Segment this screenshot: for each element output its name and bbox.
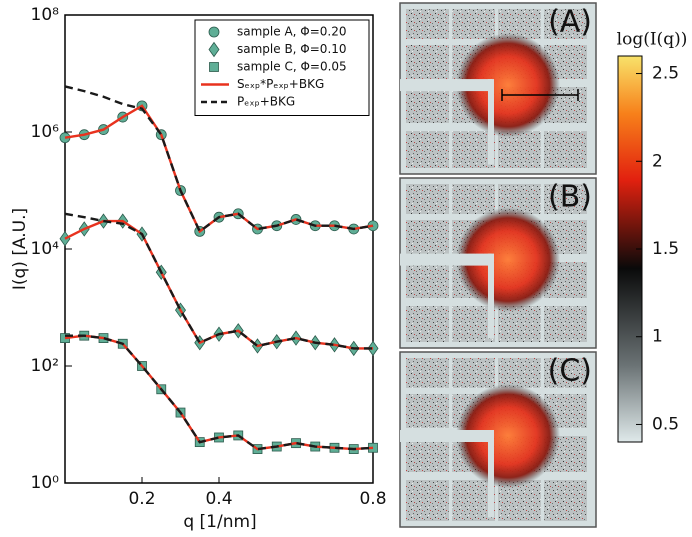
- legend: sample A, Φ=0.20 sample B, Φ=0.10 sample C…: [194, 19, 370, 116]
- detector-tile: [452, 184, 495, 214]
- scattering-ring: [456, 384, 560, 488]
- detector-tile: [544, 480, 587, 521]
- colorbar-label: log(I(q)): [617, 30, 688, 50]
- legend-frame: [194, 19, 370, 116]
- detector-tile: [452, 480, 495, 521]
- detector-tile: [406, 394, 449, 428]
- x-tick-label: 0.8: [359, 489, 386, 509]
- beam-stop: [488, 430, 494, 518]
- colorbar-tick-label: 1.5: [652, 239, 679, 259]
- marker: [208, 41, 220, 58]
- colorbar-tick-label: 2.5: [652, 64, 679, 84]
- legend-label: Sₑₓₚ*Pₑₓₚ+BKG: [237, 77, 324, 91]
- colorbar-tick-label: 2: [652, 151, 663, 171]
- scattering-ring: [456, 207, 560, 312]
- x-axis-label: q [1/nm]: [183, 512, 256, 532]
- fit-line: [64, 85, 374, 234]
- beam-stop: [400, 430, 492, 442]
- detector-images: (A) (B) (C): [399, 2, 597, 528]
- legend-label: sample A, Φ=0.20: [237, 25, 347, 39]
- y-tick-label: 10⁰: [31, 473, 60, 493]
- detector-tile: [544, 184, 587, 214]
- detector-tile: [406, 358, 449, 388]
- detector-tile: [452, 9, 495, 39]
- legend-label: sample C, Φ=0.05: [237, 60, 347, 74]
- detector-tile: [406, 184, 449, 214]
- detector-tile: [544, 306, 587, 342]
- detector-tile: [452, 358, 495, 388]
- colorbar-tick-label: 1: [652, 327, 663, 347]
- detector-tile: [452, 131, 495, 168]
- colorbar-tick-label: 0.5: [652, 414, 679, 434]
- detector-tile: [406, 9, 449, 39]
- detector-tile: [406, 480, 449, 521]
- detector-tile: [498, 358, 541, 388]
- detector-tile: [544, 131, 587, 168]
- detector-tile: [406, 45, 449, 79]
- legend-label: sample B, Φ=0.10: [237, 42, 347, 56]
- x-tick-label: 0.4: [205, 489, 232, 509]
- detector-tile: [544, 9, 587, 39]
- y-tick-label: 10²: [31, 356, 59, 376]
- panel-label: (C): [548, 354, 592, 389]
- fit-line: [65, 334, 374, 451]
- beam-stop: [400, 253, 492, 266]
- detector-tile: [452, 306, 495, 342]
- detector-tile: [406, 262, 449, 298]
- y-tick-label: 10⁸: [31, 5, 60, 25]
- marker: [209, 62, 219, 72]
- detector-tile: [544, 358, 587, 388]
- marker: [208, 26, 220, 38]
- detector-tile: [406, 87, 449, 123]
- fit-line: [64, 334, 374, 451]
- legend-label: Pₑₓₚ+BKG: [237, 95, 295, 109]
- x-tick-label: 0.2: [128, 489, 155, 509]
- detector-tile: [498, 131, 541, 168]
- y-tick-label: 10⁴: [31, 239, 60, 259]
- fit-line: [64, 212, 373, 350]
- detector-tile: [498, 306, 541, 342]
- panel-label: (A): [548, 5, 592, 40]
- detector-tile: [406, 131, 449, 168]
- beam-stop: [488, 79, 494, 165]
- y-tick-label: 10⁶: [31, 122, 60, 142]
- y-axis-label: I(q) [A.U.]: [10, 208, 30, 290]
- detector-tile: [406, 306, 449, 342]
- scattering-ring: [456, 33, 560, 138]
- detector-tile: [406, 220, 449, 254]
- beam-stop: [488, 253, 494, 339]
- panel-label: (B): [548, 180, 592, 215]
- beam-stop: [400, 79, 492, 92]
